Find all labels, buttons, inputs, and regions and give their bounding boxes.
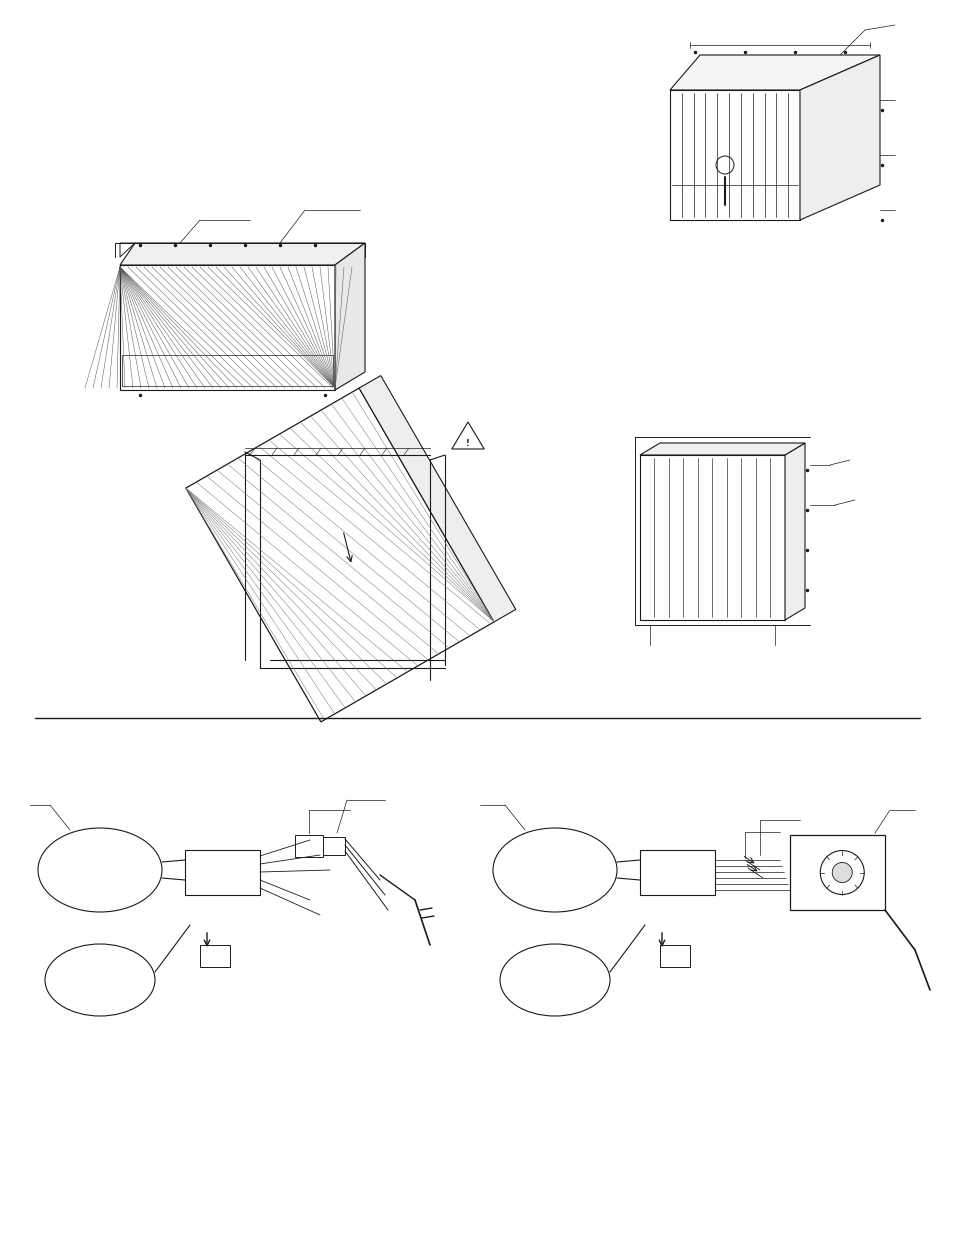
Bar	[294, 835, 323, 857]
Polygon shape	[669, 56, 879, 90]
Bar	[323, 837, 345, 855]
Polygon shape	[120, 266, 335, 390]
Bar	[659, 945, 689, 967]
Bar	[185, 850, 260, 895]
Polygon shape	[639, 454, 784, 620]
Bar	[639, 850, 714, 895]
Ellipse shape	[38, 827, 162, 911]
Ellipse shape	[716, 156, 733, 174]
Ellipse shape	[499, 944, 609, 1016]
Polygon shape	[186, 388, 494, 722]
Polygon shape	[452, 422, 484, 450]
Polygon shape	[120, 243, 365, 266]
Bar	[122, 354, 333, 387]
Text: !: !	[466, 440, 470, 448]
Polygon shape	[358, 375, 516, 622]
Bar	[789, 835, 884, 910]
Ellipse shape	[45, 944, 154, 1016]
Polygon shape	[800, 56, 879, 220]
Polygon shape	[669, 90, 800, 220]
Polygon shape	[639, 443, 804, 454]
Polygon shape	[335, 243, 365, 390]
Circle shape	[831, 862, 851, 883]
Ellipse shape	[493, 827, 617, 911]
Bar	[200, 945, 230, 967]
Polygon shape	[784, 443, 804, 620]
